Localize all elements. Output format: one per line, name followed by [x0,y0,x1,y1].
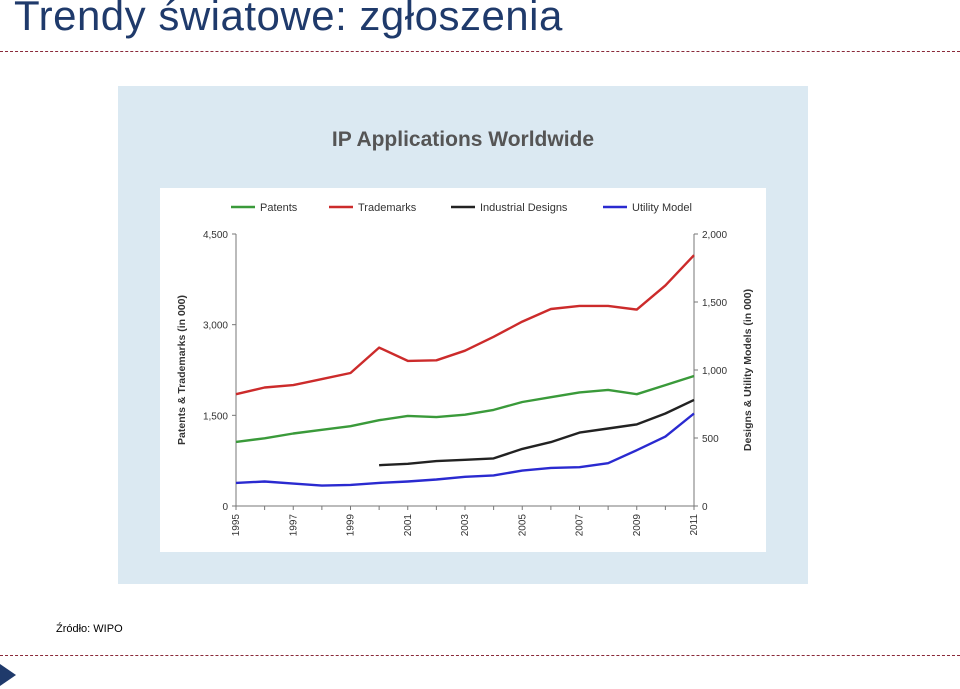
source-note: Źródło: WIPO [56,623,123,635]
series-line-utility-model [235,412,695,487]
right-tick-label: 2,000 [702,230,727,241]
x-tick-label: 2001 [403,514,414,537]
right-tick-label: 500 [702,434,719,445]
series-line-patents [235,374,695,444]
series-line-industrial-designs [379,398,695,467]
chart-legend: Patents Trademarks Industrial Designs Utili… [231,202,692,214]
x-tick-label: 2009 [632,514,643,537]
x-tick-label: 1995 [231,514,242,537]
left-tick-label: 3,000 [203,321,228,332]
right-axis-label: Designs & Utility Models (in 000) [742,289,754,451]
chart-axes: 0 1,500 3,000 4,500 0 500 1,000 1,500 2,000 1995 1… [176,230,754,536]
bottom-divider [0,655,960,656]
chart-image: IP Applications Worldwide Patents Tradema… [118,86,808,584]
chart-series [235,254,695,487]
right-tick-label: 1,000 [702,366,727,377]
legend-label-patents: Patents [260,202,298,214]
left-axis-label: Patents & Trademarks (in 000) [176,295,188,445]
top-divider [0,51,960,52]
bullet-arrow-icon [0,664,16,686]
chart-svg: IP Applications Worldwide Patents Tradema… [118,86,808,584]
legend-label-trademarks: Trademarks [358,202,417,214]
legend-label-industrial-designs: Industrial Designs [480,202,568,214]
series-line-trademarks [235,254,695,396]
x-tick-label: 1997 [288,514,299,537]
x-tick-label: 2007 [575,514,586,537]
x-tick-label: 2011 [689,514,700,536]
plot-background [160,188,766,552]
right-tick-label: 1,500 [702,298,727,309]
chart-title: IP Applications Worldwide [332,128,594,151]
legend-label-utility-model: Utility Model [632,202,692,214]
x-tick-label: 2003 [460,514,471,537]
left-tick-label: 0 [222,502,228,513]
left-tick-label: 1,500 [203,411,228,422]
left-tick-label: 4,500 [203,230,228,241]
x-tick-label: 2005 [517,514,528,537]
x-tick-label: 1999 [346,514,357,537]
slide-title: Trendy światowe: zgłoszenia [14,0,563,39]
right-tick-label: 0 [702,502,708,513]
